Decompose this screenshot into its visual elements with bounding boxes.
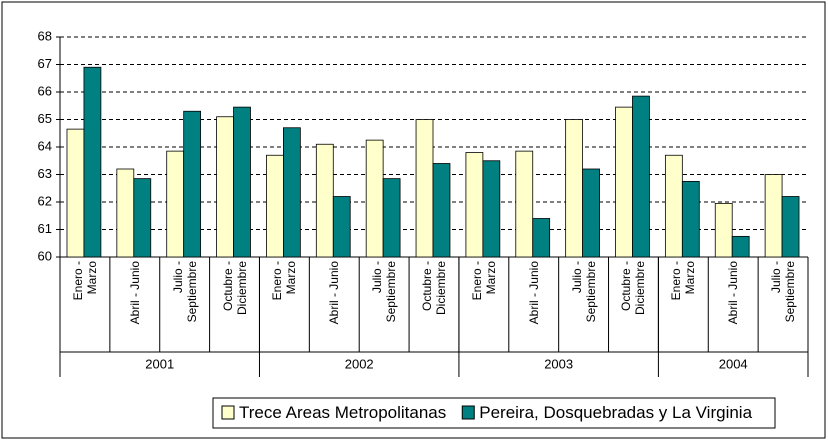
group-label: 2004 [719,356,748,371]
legend-label: Trece Areas Metropolitanas [239,403,446,422]
bar [233,106,251,258]
bar [66,128,85,258]
legend-swatch [221,405,235,420]
x-tick-label: Abril - Junio [327,261,342,325]
bar [216,116,234,258]
bar [582,168,600,258]
group-label: 2001 [145,356,174,371]
x-tick-label: Abril - Junio [526,261,541,325]
x-tick-label: Abril - Junio [726,261,741,325]
legend-label: Pereira, Dosquebradas y La Virginia [479,403,752,422]
bar [116,168,135,258]
bar [283,127,301,258]
bar [432,163,451,258]
bar [133,178,152,258]
bar [532,218,551,258]
bar [764,174,783,258]
x-tick-label: Octubre - Diciembre [420,261,448,316]
x-tick-label: Julio - Septiembre [769,261,798,323]
bar [731,235,750,258]
y-tick-label: 67 [38,56,52,71]
bar [382,178,401,258]
y-tick-label: 66 [38,83,52,98]
legend-swatch [461,405,475,420]
x-tick-label: Octubre - Diciembre [220,261,249,316]
bar [664,154,683,258]
x-tick-label: Enero - Marzo [669,261,698,301]
bar [315,143,334,258]
y-tick-label: 60 [38,248,52,263]
bar [365,139,384,258]
bar [183,110,202,258]
y-tick-label: 61 [38,221,52,236]
x-tick-label: Octubre - Diciembre [619,261,648,316]
x-tick-label: Enero - Marzo [469,261,498,301]
bar [681,180,700,258]
y-tick-label: 64 [38,138,52,153]
bar [83,66,102,258]
x-tick-label: Enero - Marzo [270,261,299,301]
bar [781,196,800,258]
bar [515,150,534,258]
bar [632,95,650,258]
group-label: 2003 [544,356,573,371]
bar [415,119,434,258]
bar [266,154,284,258]
legend-box [212,397,776,429]
x-tick-label: Julio - Septiembre [569,261,598,323]
group-label: 2002 [345,356,374,371]
x-tick-label: Abril - Junio [127,261,142,325]
bar [565,119,584,258]
bar [615,106,633,258]
y-tick-label: 68 [38,28,52,43]
y-tick-label: 65 [38,111,52,126]
bar [465,152,484,258]
bar [482,160,501,258]
bar [332,196,351,258]
bar [166,150,185,258]
y-tick-label: 63 [38,166,52,181]
x-tick-label: Julio - Septiembre [370,261,399,323]
bar [714,202,733,258]
x-tick-label: Enero - Marzo [70,261,99,301]
x-tick-label: Julio - Septiembre [170,261,199,323]
y-tick-label: 62 [38,193,52,208]
